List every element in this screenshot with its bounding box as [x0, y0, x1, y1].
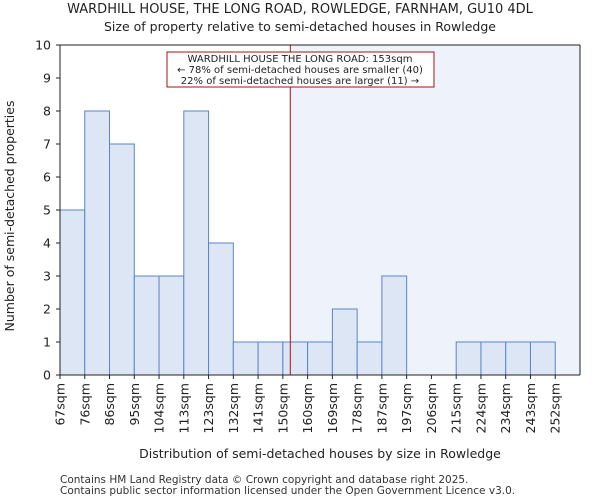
bar [232, 341, 259, 376]
footer-licence: Contains public sector information licen… [60, 485, 515, 497]
x-tick-label: 215sqm [449, 383, 464, 433]
x-axis-ticks: 67sqm 76sqm 86sqm 95sqm 104sqm 113sqm 123sqm 13… [53, 375, 563, 433]
y-tick-label: 4 [43, 236, 51, 251]
x-tick-label: 132sqm [226, 383, 241, 433]
chart-title: WARDHILL HOUSE, THE LONG ROAD, ROWLEDGE,… [67, 2, 534, 17]
x-tick-label: 197sqm [399, 383, 414, 433]
annotation-box-frame [166, 51, 435, 88]
y-tick-label: 9 [43, 71, 51, 86]
bar [505, 341, 531, 376]
y-tick-label: 2 [43, 302, 51, 317]
x-tick-label: 113sqm [176, 383, 191, 433]
x-tick-label: 206sqm [424, 383, 439, 433]
y-axis-ticks: 0 1 2 3 4 5 6 7 8 9 10 [35, 38, 60, 383]
x-tick-label: 243sqm [523, 383, 538, 433]
bar [208, 242, 234, 376]
x-tick-label: 123sqm [201, 383, 216, 433]
x-tick-label: 76sqm [77, 383, 92, 426]
bar [282, 341, 309, 376]
bar [331, 308, 358, 376]
bar [257, 341, 284, 376]
x-tick-label: 67sqm [53, 383, 68, 426]
bar [59, 209, 86, 376]
y-axis-label: Number of semi-detached properties [2, 101, 17, 332]
bar [183, 110, 210, 376]
bar [480, 341, 507, 376]
annotation-line-1: WARDHILL HOUSE THE LONG ROAD: 153sqm [188, 54, 413, 65]
y-tick-label: 0 [43, 368, 51, 383]
bar [455, 341, 482, 376]
y-tick-label: 8 [43, 104, 51, 119]
y-tick-label: 1 [43, 335, 51, 350]
x-tick-label: 160sqm [300, 383, 315, 433]
y-tick-label: 10 [35, 38, 51, 53]
annotation-line-2: ← 78% of semi-detached houses are smalle… [177, 65, 423, 76]
bar [381, 275, 408, 376]
y-tick-label: 5 [43, 203, 51, 218]
bar [356, 341, 383, 376]
bar [307, 341, 333, 376]
bar [529, 341, 556, 376]
x-tick-label: 150sqm [275, 383, 290, 433]
bar [158, 275, 185, 376]
x-tick-label: 169sqm [325, 383, 340, 433]
bar [109, 143, 135, 376]
bars [59, 110, 556, 376]
bar [133, 275, 160, 376]
x-tick-label: 104sqm [152, 383, 167, 433]
y-tick-label: 6 [43, 170, 51, 185]
y-tick-label: 7 [43, 137, 51, 152]
x-axis-label: Distribution of semi-detached houses by … [139, 446, 501, 461]
x-tick-label: 224sqm [473, 383, 488, 433]
x-tick-label: 187sqm [374, 383, 389, 433]
x-tick-label: 252sqm [548, 383, 563, 433]
x-tick-label: 178sqm [350, 383, 365, 433]
x-tick-label: 141sqm [251, 383, 266, 433]
footer-copyright: Contains HM Land Registry data © Crown c… [60, 474, 468, 486]
bar [84, 110, 111, 376]
property-annotation: WARDHILL HOUSE THE LONG ROAD: 153sqm ← 7… [166, 51, 435, 88]
x-tick-label: 95sqm [127, 383, 142, 426]
annotation-line-3: 22% of semi-detached houses are larger (… [181, 76, 419, 87]
y-tick-label: 3 [43, 269, 51, 284]
chart-subtitle: Size of property relative to semi-detach… [104, 19, 496, 34]
x-tick-label: 86sqm [102, 383, 117, 426]
x-tick-label: 234sqm [498, 383, 513, 433]
